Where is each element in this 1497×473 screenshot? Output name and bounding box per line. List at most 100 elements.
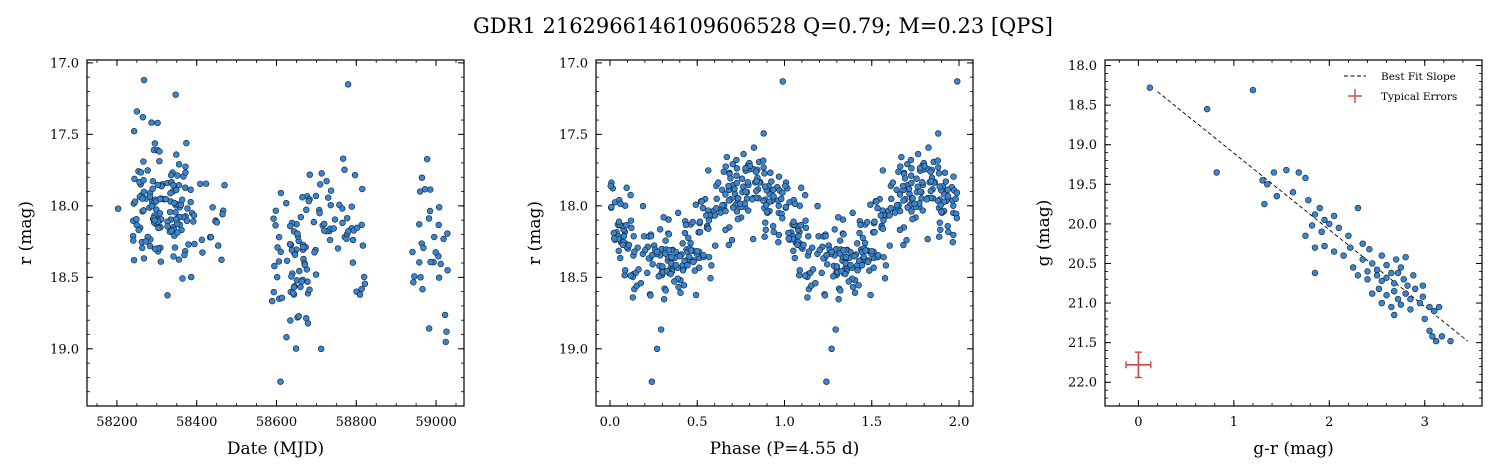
data-point <box>927 168 934 175</box>
data-point <box>954 78 961 85</box>
data-point <box>908 208 915 215</box>
data-point <box>729 160 736 168</box>
data-point <box>698 198 705 205</box>
data-point <box>1411 285 1419 293</box>
data-point <box>877 212 884 219</box>
y-tick-label: 22.0 <box>1068 376 1097 391</box>
data-point <box>1283 166 1290 174</box>
data-point <box>1383 261 1390 269</box>
data-point <box>1311 211 1319 218</box>
data-point <box>761 183 769 190</box>
data-point <box>173 186 180 194</box>
data-point <box>705 167 712 174</box>
data-point <box>1447 337 1454 345</box>
data-point <box>832 326 839 333</box>
data-point <box>903 236 910 244</box>
x-tick-label: 0.0 <box>600 415 621 430</box>
data-point <box>742 164 749 172</box>
data-point <box>713 195 720 203</box>
data-point <box>749 235 757 243</box>
data-point <box>140 177 147 184</box>
data-point <box>178 196 186 203</box>
data-point <box>1321 242 1328 250</box>
x-tick-label: 58800 <box>336 415 377 430</box>
data-point <box>1431 307 1438 315</box>
data-point <box>627 272 634 279</box>
data-point <box>752 168 760 175</box>
data-point <box>1407 295 1414 303</box>
data-point <box>672 261 680 269</box>
data-point <box>867 201 874 208</box>
data-point <box>911 200 918 207</box>
data-point <box>945 228 952 236</box>
data-point <box>166 208 174 216</box>
y-tick-label: 20.0 <box>1068 217 1097 232</box>
data-point <box>292 345 300 352</box>
data-point <box>611 235 618 242</box>
data-point <box>775 231 783 239</box>
data-point <box>916 188 924 195</box>
data-point <box>214 242 222 249</box>
data-point <box>164 223 171 230</box>
x-axis-label: Phase (P=4.55 d) <box>710 439 860 459</box>
data-point <box>297 283 304 291</box>
data-point <box>1259 177 1266 184</box>
data-point <box>738 175 746 182</box>
data-point <box>762 226 769 233</box>
data-point <box>828 248 835 256</box>
data-point <box>275 258 283 265</box>
y-tick-label: 18.0 <box>1068 59 1097 74</box>
data-point <box>925 144 932 151</box>
data-point <box>1330 248 1338 255</box>
data-point <box>900 241 907 249</box>
typical-error-bar <box>1125 351 1152 379</box>
data-point <box>723 153 731 161</box>
data-point <box>1373 266 1381 274</box>
data-point <box>190 218 197 225</box>
data-point <box>417 274 424 281</box>
ticks: 58200 58400 58600 58800 59000 17.0 17.5 18.0 18.… <box>50 56 464 430</box>
data-point <box>1330 212 1338 220</box>
data-point <box>360 273 368 281</box>
data-point <box>840 247 847 254</box>
data-point <box>733 208 741 215</box>
data-point <box>647 292 654 299</box>
data-point <box>139 195 146 202</box>
data-point <box>139 113 147 121</box>
data-point <box>303 206 310 214</box>
data-point <box>1318 228 1325 236</box>
data-point <box>705 225 712 232</box>
data-point <box>641 246 649 254</box>
data-point <box>1302 232 1309 239</box>
data-point <box>617 200 624 208</box>
data-point <box>1421 315 1428 323</box>
data-point <box>358 221 365 229</box>
data-point <box>148 202 156 210</box>
legend-label-fit: Best Fit Slope <box>1381 71 1456 83</box>
data-point <box>662 287 669 294</box>
y-axis-label: g (mag) <box>1034 200 1054 267</box>
data-point <box>734 195 742 202</box>
data-point <box>318 170 325 177</box>
x-axis-label: Date (MJD) <box>227 439 324 459</box>
data-point <box>172 91 179 98</box>
data-point <box>181 251 188 259</box>
axes-frame <box>595 59 974 407</box>
data-point <box>625 241 633 249</box>
data-point <box>426 207 434 215</box>
data-point <box>864 258 872 266</box>
data-point <box>679 240 686 247</box>
data-point <box>435 204 443 211</box>
data-point <box>207 233 215 241</box>
data-point <box>686 253 693 261</box>
data-point <box>870 264 877 271</box>
data-point <box>880 217 887 224</box>
data-point <box>812 279 819 287</box>
data-point <box>861 239 869 247</box>
data-point <box>1400 276 1407 283</box>
data-point <box>155 224 162 232</box>
y-tick-label: 21.5 <box>1068 336 1097 351</box>
axes-frame <box>86 59 465 407</box>
data-point <box>656 226 664 233</box>
data-point <box>1404 282 1411 289</box>
